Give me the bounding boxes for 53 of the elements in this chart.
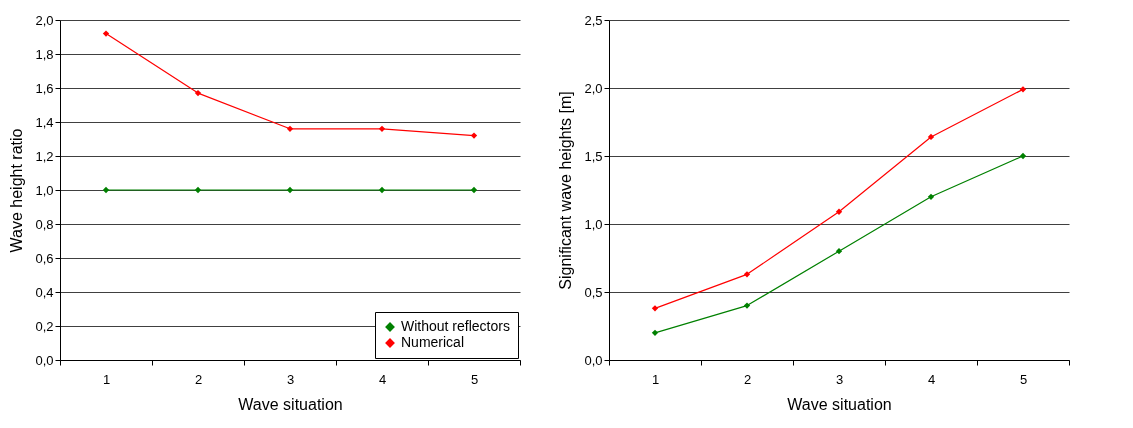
- point: [651, 305, 659, 312]
- legend-label: Numerical: [401, 334, 465, 350]
- y-tick-label: 2,0: [35, 12, 54, 28]
- point: [927, 133, 935, 141]
- y-tick-label: 2,5: [584, 12, 603, 28]
- y-axis-title: Significant wave heights [m]: [557, 91, 575, 290]
- y-tick-label: 1,2: [35, 148, 54, 164]
- x-tick-label: 4: [927, 371, 936, 387]
- point: [743, 271, 751, 278]
- point: [835, 248, 843, 255]
- x-axis-title: Wave situation: [238, 395, 343, 413]
- point: [286, 186, 294, 194]
- legend-label: Without reflectors: [401, 318, 510, 334]
- x-tick-label: 5: [1019, 371, 1028, 387]
- point: [743, 302, 751, 309]
- x-tick-label: 3: [286, 371, 295, 387]
- point: [194, 89, 202, 97]
- x-tick-label: 1: [102, 371, 111, 387]
- y-tick-label: 0,2: [35, 318, 54, 334]
- x-tick-label: 4: [378, 371, 387, 387]
- y-tick-label: 2,0: [584, 80, 603, 96]
- y-tick-label: 0,8: [35, 216, 54, 232]
- point: [102, 186, 110, 194]
- point: [835, 208, 843, 215]
- y-tick-label: 0,0: [584, 352, 603, 368]
- y-tick-label: 1,8: [35, 46, 54, 62]
- x-tick-label: 3: [835, 371, 844, 387]
- y-tick-label: 1,0: [584, 216, 603, 232]
- point: [194, 186, 202, 194]
- point: [651, 329, 659, 336]
- y-tick-label: 1,0: [35, 182, 54, 198]
- y-tick-label: 0,6: [35, 250, 54, 266]
- point: [1019, 152, 1027, 160]
- x-tick-label: 5: [470, 371, 479, 387]
- point: [378, 125, 386, 132]
- x-axis-title: Wave situation: [787, 395, 892, 413]
- point: [286, 125, 294, 132]
- y-tick-label: 0,0: [35, 352, 54, 368]
- point: [102, 30, 110, 37]
- y-tick-label: 1,5: [584, 148, 603, 164]
- point: [927, 193, 935, 200]
- x-tick-label: 1: [651, 371, 660, 387]
- y-axis-title: Wave height ratio: [8, 128, 26, 253]
- y-tick-label: 0,5: [584, 284, 603, 300]
- point: [470, 132, 478, 139]
- y-tick-label: 0,4: [35, 284, 54, 300]
- x-tick-label: 2: [743, 371, 752, 387]
- y-tick-label: 1,4: [35, 114, 54, 130]
- point: [1019, 86, 1027, 93]
- point: [470, 186, 478, 194]
- point: [378, 186, 386, 194]
- x-tick-label: 2: [194, 371, 203, 387]
- y-tick-label: 1,6: [35, 80, 54, 96]
